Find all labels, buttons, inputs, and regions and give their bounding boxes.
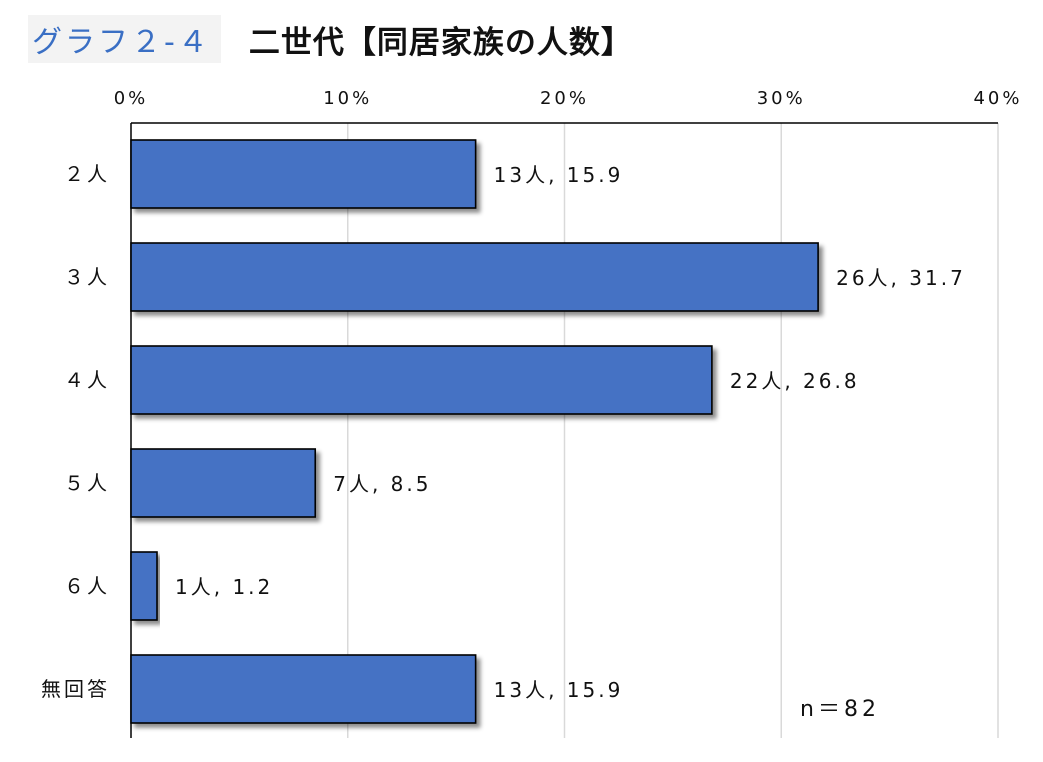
x-tick-label: 10% bbox=[323, 88, 372, 109]
data-label: 26人, 31.7 bbox=[836, 266, 966, 290]
labels: 0% 10% 20% 30% 40% ２人 13人, 15.9 ３人 26人, 31.7 ４人 22… bbox=[41, 88, 1022, 702]
category-label: ４人 bbox=[64, 368, 110, 392]
data-label: 13人, 15.9 bbox=[494, 678, 624, 702]
x-tick-label: 40% bbox=[973, 88, 1022, 109]
gridlines bbox=[347, 123, 999, 738]
bar bbox=[130, 448, 317, 518]
bar bbox=[130, 139, 477, 209]
chart-header: グラフ２-４ 二世代【同居家族の人数】 bbox=[28, 14, 633, 64]
data-label: 22人, 26.8 bbox=[730, 369, 860, 393]
bar bbox=[130, 345, 713, 415]
bars bbox=[130, 139, 819, 724]
category-label: 無回答 bbox=[41, 677, 110, 701]
sample-size-annotation: n＝82 bbox=[800, 697, 880, 722]
axes bbox=[130, 122, 998, 738]
category-label: ２人 bbox=[64, 162, 110, 186]
graph-number: グラフ２-４ bbox=[28, 15, 221, 63]
bar bbox=[130, 242, 819, 312]
x-tick-label: 20% bbox=[540, 88, 589, 109]
bar bbox=[130, 654, 477, 724]
category-label: ６人 bbox=[64, 574, 110, 598]
chart-title: 二世代【同居家族の人数】 bbox=[248, 24, 633, 61]
x-tick-label: 0% bbox=[114, 88, 149, 109]
bar bbox=[130, 551, 158, 621]
category-label: ３人 bbox=[64, 265, 110, 289]
data-label: 1人, 1.2 bbox=[175, 575, 273, 599]
category-label: ５人 bbox=[64, 471, 110, 495]
data-label: 7人, 8.5 bbox=[333, 472, 431, 496]
data-label: 13人, 15.9 bbox=[494, 163, 624, 187]
x-tick-label: 30% bbox=[757, 88, 806, 109]
